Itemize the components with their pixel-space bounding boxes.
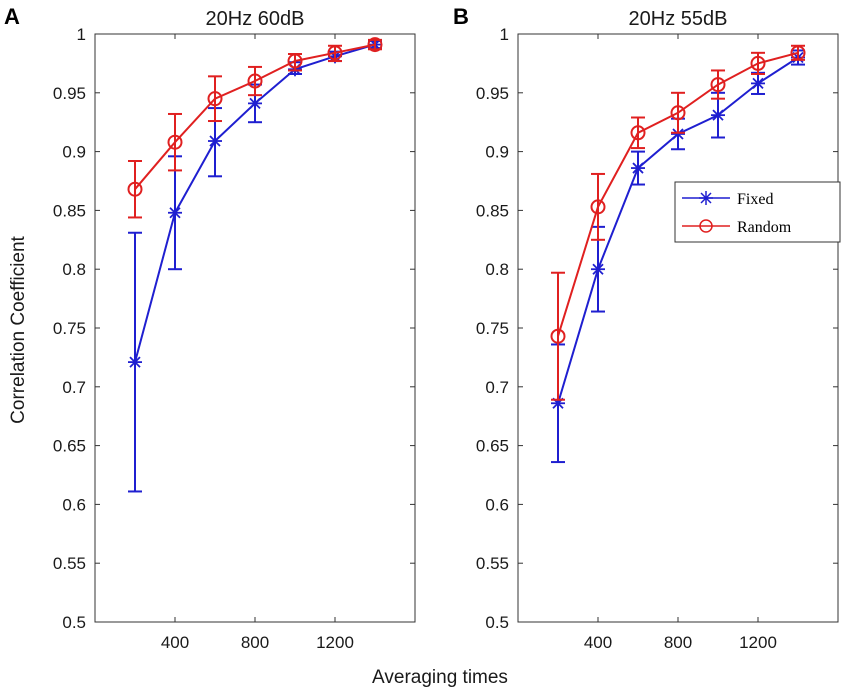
y-axis-label: Correlation Coefficient [8, 235, 29, 423]
y-tick-label: 0.5 [62, 613, 86, 632]
data-point-random [670, 105, 686, 121]
legend: Fixed Random [674, 181, 841, 243]
star-stroke [209, 135, 221, 147]
error-bar-random [248, 65, 262, 97]
error-bar-random [128, 160, 142, 219]
data-point-random [790, 45, 806, 61]
error-bar-random [168, 112, 182, 172]
panel-a: A 20Hz 60dB 0.5 0.55 0.6 0.65 0.7 0.75 0.8 0.85… [4, 4, 416, 652]
x-tick-label: 400 [584, 633, 612, 652]
data-point-fixed [208, 134, 222, 149]
panel-label: B [453, 4, 469, 29]
x-ticks: 400 800 1200 [161, 34, 354, 652]
data-point-fixed [751, 76, 765, 91]
legend-random-marker [699, 219, 713, 233]
data-point-fixed [248, 96, 262, 111]
y-tick-label: 0.6 [485, 495, 509, 514]
data-point-fixed [711, 108, 725, 123]
y-tick-label: 0.85 [476, 201, 509, 220]
star-stroke [249, 97, 261, 110]
panel-b: B 20Hz 55dB 0.5 0.55 0.6 0.65 0.7 0.75 0.8 0.85… [453, 4, 841, 652]
star-stroke [129, 356, 141, 368]
y-ticks: 0.5 0.55 0.6 0.65 0.7 0.75 0.8 0.85 0.9 0.95 1 [53, 25, 415, 632]
data-point-random [247, 73, 263, 89]
data-point-random [590, 199, 606, 215]
error-bar-random [591, 172, 605, 241]
error-bar-random [208, 75, 222, 123]
legend-random-label: Random [737, 219, 792, 236]
legend-box [674, 181, 841, 243]
star-stroke [169, 207, 181, 219]
plot-marks [550, 44, 806, 464]
y-ticks: 0.5 0.55 0.6 0.65 0.7 0.75 0.8 0.85 0.9 0.95 1 [476, 25, 838, 632]
y-tick-label: 0.8 [485, 260, 509, 279]
x-tick-label: 800 [241, 633, 269, 652]
data-point-random [207, 91, 223, 107]
y-tick-label: 0.75 [53, 319, 86, 338]
y-tick-label: 0.7 [485, 378, 509, 397]
chart-title: 20Hz 55dB [629, 8, 728, 30]
star-stroke [592, 263, 604, 275]
error-bar-random [711, 69, 725, 100]
star-stroke [752, 77, 764, 90]
data-point-random [167, 134, 183, 150]
star-stroke [672, 128, 684, 140]
x-axis-label: Averaging times [372, 667, 508, 688]
data-point-fixed [591, 262, 605, 277]
y-tick-label: 0.9 [62, 143, 86, 162]
data-point-fixed [128, 355, 142, 370]
y-tick-label: 0.65 [53, 437, 86, 456]
y-tick-label: 0.55 [53, 554, 86, 573]
data-point-random [710, 77, 726, 93]
y-tick-label: 0.5 [485, 613, 509, 632]
y-tick-label: 0.8 [62, 260, 86, 279]
y-tick-label: 0.95 [476, 84, 509, 103]
panel-label: A [4, 4, 20, 29]
data-point-random [550, 328, 566, 344]
y-tick-label: 0.85 [53, 201, 86, 220]
x-tick-label: 1200 [739, 633, 777, 652]
x-tick-label: 1200 [316, 633, 354, 652]
error-bar-random [551, 271, 565, 401]
y-tick-label: 0.95 [53, 84, 86, 103]
error-bar-random [671, 91, 685, 134]
star-stroke [712, 109, 724, 121]
legend-fixed-marker [699, 191, 713, 205]
x-ticks: 400 800 1200 [584, 34, 777, 652]
data-point-random [287, 53, 303, 69]
y-tick-label: 0.65 [476, 437, 509, 456]
chart-title: 20Hz 60dB [206, 8, 305, 30]
data-point-random [630, 125, 646, 141]
x-tick-label: 800 [664, 633, 692, 652]
data-point-fixed [631, 161, 645, 176]
y-tick-label: 0.7 [62, 378, 86, 397]
data-point-random [327, 45, 343, 61]
plot-marks [127, 37, 383, 493]
legend-fixed-label: Fixed [737, 191, 773, 208]
data-point-random [750, 55, 766, 71]
y-tick-label: 0.55 [476, 554, 509, 573]
y-tick-label: 1 [500, 25, 509, 44]
data-point-random [127, 181, 143, 197]
error-bar-random [631, 116, 645, 150]
y-tick-label: 1 [77, 25, 86, 44]
data-point-fixed [168, 205, 182, 220]
star-stroke [632, 162, 644, 174]
x-tick-label: 400 [161, 633, 189, 652]
y-tick-label: 0.6 [62, 495, 86, 514]
y-tick-label: 0.75 [476, 319, 509, 338]
data-point-random [367, 37, 383, 53]
y-tick-label: 0.9 [485, 143, 509, 162]
